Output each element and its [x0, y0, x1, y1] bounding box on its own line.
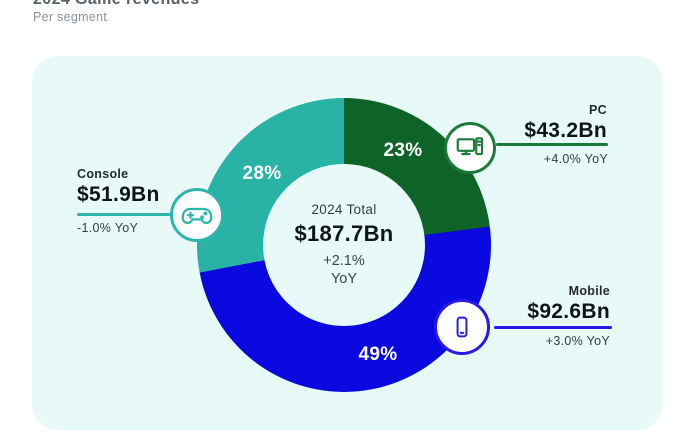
smartphone-icon [448, 313, 476, 341]
mobile-icon-badge [434, 299, 490, 355]
pc-connector-line [496, 143, 608, 146]
page-title: 2024 Game revenues [33, 0, 199, 8]
center-total-value: $187.7Bn [294, 220, 394, 246]
segment-name-mobile: Mobile [568, 284, 610, 298]
segment-yoy-mobile: +3.0% YoY [545, 334, 610, 348]
center-yoy-value: +2.1% [323, 252, 365, 269]
segment-value-console: $51.9Bn [77, 183, 160, 206]
segment-name-pc: PC [589, 103, 607, 117]
donut-center: 2024 Total $187.7Bn +2.1% YoY [263, 164, 425, 326]
mobile-annotation: Mobile $92.6Bn [527, 284, 610, 324]
segment-value-pc: $43.2Bn [524, 119, 607, 142]
segment-value-mobile: $92.6Bn [527, 300, 610, 323]
segment-name-console: Console [77, 167, 129, 181]
segment-yoy-pc: +4.0% YoY [543, 152, 608, 166]
center-total-label: 2024 Total [311, 201, 377, 217]
desktop-icon [455, 133, 485, 163]
console-icon-badge [170, 188, 224, 242]
center-yoy: +2.1% YoY [323, 252, 365, 288]
page-subtitle: Per segment [33, 10, 108, 24]
segment-yoy-console: -1.0% YoY [77, 221, 139, 235]
segment-share-label-console: 28% [242, 163, 282, 184]
gamepad-icon [180, 198, 214, 232]
center-yoy-suffix: YoY [330, 271, 358, 287]
donut-ring: 23% 28% 49% 2024 Total $187.7Bn +2.1% Yo… [197, 98, 491, 392]
pc-annotation: PC $43.2Bn [524, 103, 607, 143]
console-annotation: Console $51.9Bn [77, 167, 160, 207]
segment-share-label-pc: 23% [383, 140, 423, 161]
segment-share-label-mobile: 49% [358, 344, 398, 365]
pc-icon-badge [444, 122, 496, 174]
console-connector-line [77, 213, 171, 216]
mobile-connector-line [494, 326, 612, 329]
